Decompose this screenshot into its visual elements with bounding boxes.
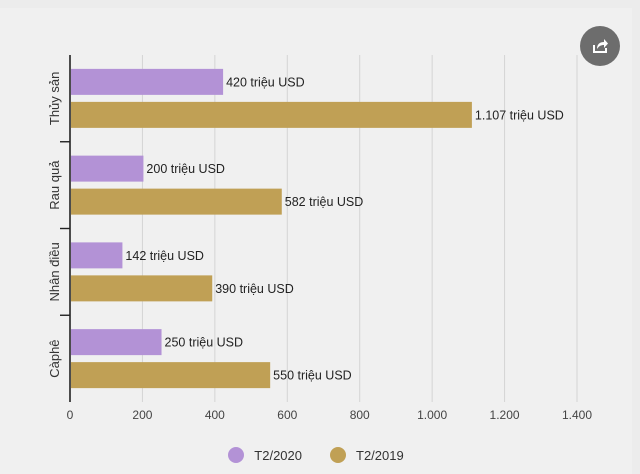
- bar: [71, 101, 472, 128]
- bar-chart: 0 200 400 600 800 1.000 1.200 1.400 Thủy sản 420 …: [47, 55, 592, 422]
- x-tick-label: 1.400: [562, 408, 592, 422]
- x-tick-label: 400: [205, 408, 225, 422]
- category-label: Thủy sản: [47, 72, 62, 125]
- bar: [71, 188, 282, 215]
- legend-label-t2-2020: T2/2020: [254, 447, 302, 463]
- legend-item-t2-2019[interactable]: T2/2019: [330, 447, 404, 463]
- x-tick-label: 1.000: [417, 408, 447, 422]
- data-label: 550 triệu USD: [273, 369, 352, 383]
- chart-legend: T2/2020 T2/2019: [0, 444, 632, 466]
- data-label: 390 triệu USD: [215, 282, 294, 296]
- category-label: Nhân điều: [47, 242, 62, 301]
- bar: [71, 329, 162, 356]
- bar: [71, 242, 123, 269]
- x-tick-label: 200: [132, 408, 152, 422]
- share-button[interactable]: [580, 26, 620, 66]
- data-label: 582 triệu USD: [285, 195, 364, 209]
- x-tick-label: 600: [277, 408, 297, 422]
- bar: [71, 362, 271, 389]
- category-label: Càphê: [47, 339, 62, 377]
- bar: [71, 68, 224, 95]
- legend-item-t2-2020[interactable]: T2/2020: [228, 447, 302, 463]
- x-tick-label: 800: [350, 408, 370, 422]
- category-label: Rau quả: [47, 160, 62, 210]
- x-tick-label: 0: [67, 408, 74, 422]
- legend-swatch-t2-2020: [228, 447, 245, 463]
- share-icon: [593, 39, 608, 53]
- data-label: 250 triệu USD: [165, 336, 244, 350]
- bar: [71, 275, 213, 302]
- chart-panel: 0 200 400 600 800 1.000 1.200 1.400 Thủy sản 420 …: [0, 8, 632, 474]
- legend-swatch-t2-2019: [330, 447, 346, 463]
- data-label: 1.107 triệu USD: [475, 108, 564, 122]
- data-label: 142 triệu USD: [125, 249, 204, 263]
- data-label: 420 triệu USD: [226, 75, 305, 89]
- data-label: 200 triệu USD: [146, 162, 225, 176]
- bar: [71, 155, 144, 182]
- x-tick-label: 1.200: [490, 408, 520, 422]
- legend-label-t2-2019: T2/2019: [356, 447, 404, 463]
